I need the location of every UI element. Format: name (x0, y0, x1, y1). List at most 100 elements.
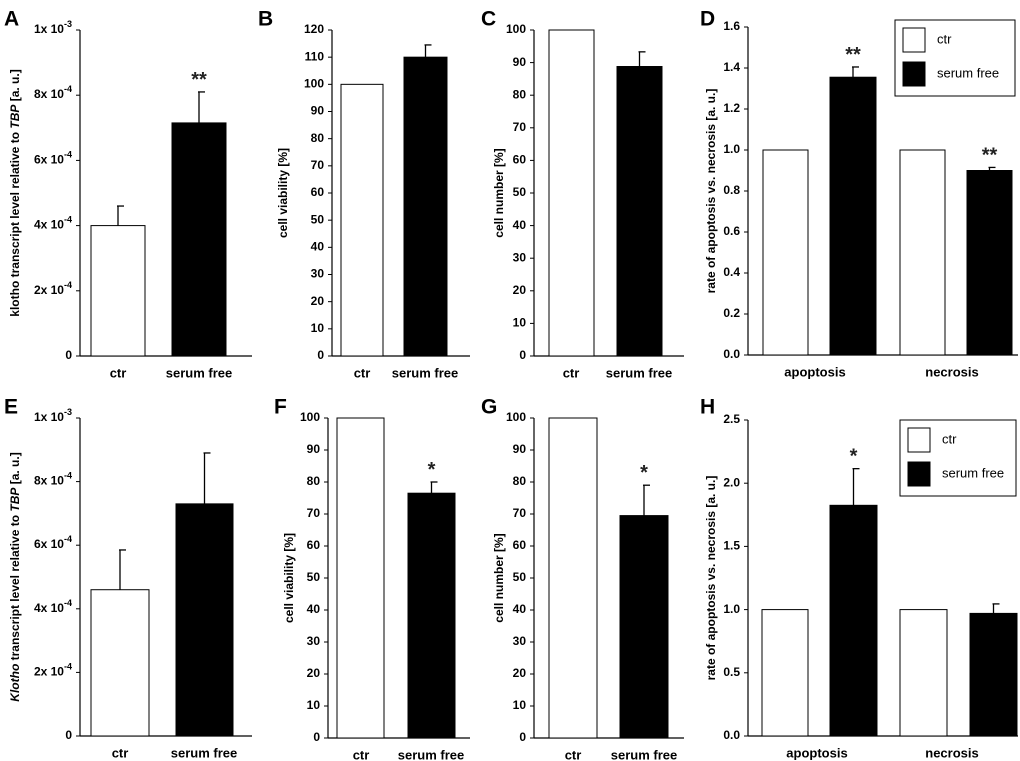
bar-serum-free (407, 492, 456, 739)
y-tick-label: 0 (65, 728, 72, 742)
chart-panel-f: F 0 10 20 30 40 50 60 70 80 90 100 cell viability [%… (274, 396, 470, 761)
y-axis-label: klotho transcript level relative to TBP … (8, 69, 22, 316)
x-category-label: necrosis (925, 364, 978, 379)
y-tick-label: 6x 10-4 (34, 150, 72, 167)
panel-label: H (700, 396, 715, 419)
y-axis-label: Klotho transcript level relative to TBP … (8, 452, 22, 701)
x-category-label: necrosis (925, 745, 978, 760)
panel-label: F (274, 396, 287, 419)
panel-label: A (4, 8, 19, 31)
bar-serum-free (829, 76, 877, 356)
x-category-label: ctr (565, 747, 582, 761)
y-tick-exponent: -4 (64, 150, 72, 160)
y-tick-exponent: -4 (64, 598, 72, 608)
y-tick-label: 0.0 (723, 347, 740, 361)
bar-serum-free (403, 56, 448, 357)
y-tick-label: 1x 10-3 (34, 407, 72, 424)
y-tick-mantissa: 0 (65, 728, 72, 742)
y-tick-mantissa: 4x 10 (34, 601, 64, 615)
y-tick-label: 100 (304, 77, 324, 91)
legend-label: serum free (937, 65, 999, 80)
y-tick-label: 80 (513, 87, 527, 101)
y-tick-label: 70 (311, 158, 325, 172)
y-tick-label: 40 (513, 218, 527, 232)
y-tick-label: 40 (513, 602, 527, 616)
bar-ctr (336, 417, 385, 739)
legend-swatch-ctr (907, 427, 931, 453)
x-category-label: ctr (112, 745, 129, 760)
x-category-label: serum free (398, 747, 464, 761)
y-tick-exponent: -4 (64, 471, 72, 481)
x-category-label: ctr (354, 365, 371, 380)
y-tick-label: 2x 10-4 (34, 662, 72, 679)
y-tick-label: 30 (513, 250, 527, 264)
bar-serum-free (966, 170, 1013, 356)
legend: ctr serum free (899, 419, 1017, 497)
legend-label: ctr (937, 31, 952, 46)
y-tick-mantissa: 2x 10 (34, 665, 64, 679)
bar-ctr (90, 225, 146, 357)
y-tick-label: 10 (311, 321, 325, 335)
y-tick-mantissa: 2x 10 (34, 283, 64, 297)
x-category-label: ctr (110, 365, 127, 380)
chart-panel-d: D 0.0 0.2 0.4 0.6 0.8 1.0 1.2 1.4 1.6 rate of apop… (700, 8, 1018, 379)
y-tick-label: 60 (311, 185, 325, 199)
y-tick-exponent: -4 (64, 662, 72, 672)
y-tick-label: 80 (513, 474, 527, 488)
chart-panel-b: B 0 10 20 30 40 50 60 70 80 90 100 110 120 cell viabil… (258, 8, 470, 380)
bar-ctr (762, 149, 809, 356)
y-tick-label: 70 (307, 506, 321, 520)
significance-marker: * (640, 462, 648, 484)
y-tick-mantissa: 8x 10 (34, 474, 64, 488)
significance-marker: * (428, 459, 436, 481)
y-tick-label: 120 (304, 22, 324, 36)
y-tick-label: 1.2 (723, 101, 740, 115)
y-axis-label-part: klotho transcript level relative to (8, 129, 22, 317)
y-tick-exponent: -4 (64, 280, 72, 290)
y-tick-mantissa: 6x 10 (34, 153, 64, 167)
x-category-label: serum free (171, 745, 237, 760)
y-tick-label: 20 (513, 666, 527, 680)
y-tick-exponent: -3 (64, 407, 72, 417)
bar-serum-free (829, 504, 878, 737)
y-tick-label: 30 (311, 267, 325, 281)
legend-swatch-serum-free (907, 461, 931, 487)
y-tick-label: 8x 10-4 (34, 471, 72, 488)
y-axis-label-part: [a. u.] (8, 69, 22, 104)
y-tick-mantissa: 1x 10 (34, 22, 64, 36)
y-tick-label: 1.0 (723, 602, 740, 616)
y-tick-mantissa: 8x 10 (34, 87, 64, 101)
y-axis-label: cell viability [%] (276, 148, 290, 238)
y-axis-label: cell viability [%] (282, 533, 296, 623)
chart-panel-h: H 0.0 0.5 1.0 1.5 2.0 2.5 rate of apoptosis vs.… (700, 396, 1018, 760)
y-tick-label: 110 (305, 49, 325, 63)
y-tick-label: 100 (506, 22, 526, 36)
y-tick-mantissa: 1x 10 (34, 410, 64, 424)
panel-label: B (258, 8, 273, 31)
y-tick-exponent: -4 (64, 85, 72, 95)
y-tick-label: 0 (65, 348, 72, 362)
y-tick-label: 80 (307, 474, 321, 488)
y-tick-label: 70 (513, 506, 527, 520)
y-tick-label: 4x 10-4 (34, 598, 72, 615)
y-tick-label: 0 (317, 348, 324, 362)
bar-serum-free (969, 612, 1018, 737)
y-tick-label: 100 (300, 410, 320, 424)
y-tick-label: 2x 10-4 (34, 280, 72, 297)
y-axis-label-part: transcript level relative to (8, 512, 22, 664)
y-tick-label: 50 (307, 570, 321, 584)
legend-label: serum free (942, 465, 1004, 480)
y-tick-label: 6x 10-4 (34, 535, 72, 552)
y-tick-mantissa: 4x 10 (34, 218, 64, 232)
significance-marker: ** (845, 44, 861, 66)
x-category-label: ctr (563, 365, 580, 380)
y-tick-label: 60 (513, 538, 527, 552)
y-axis-label: cell number [%] (492, 148, 506, 237)
y-axis-label-italic-part: Klotho (8, 664, 22, 702)
bar-ctr (340, 83, 384, 357)
legend-swatch-serum-free (902, 61, 926, 87)
y-tick-label: 20 (311, 294, 325, 308)
bar-serum-free (616, 66, 663, 357)
y-tick-label: 60 (513, 153, 527, 167)
